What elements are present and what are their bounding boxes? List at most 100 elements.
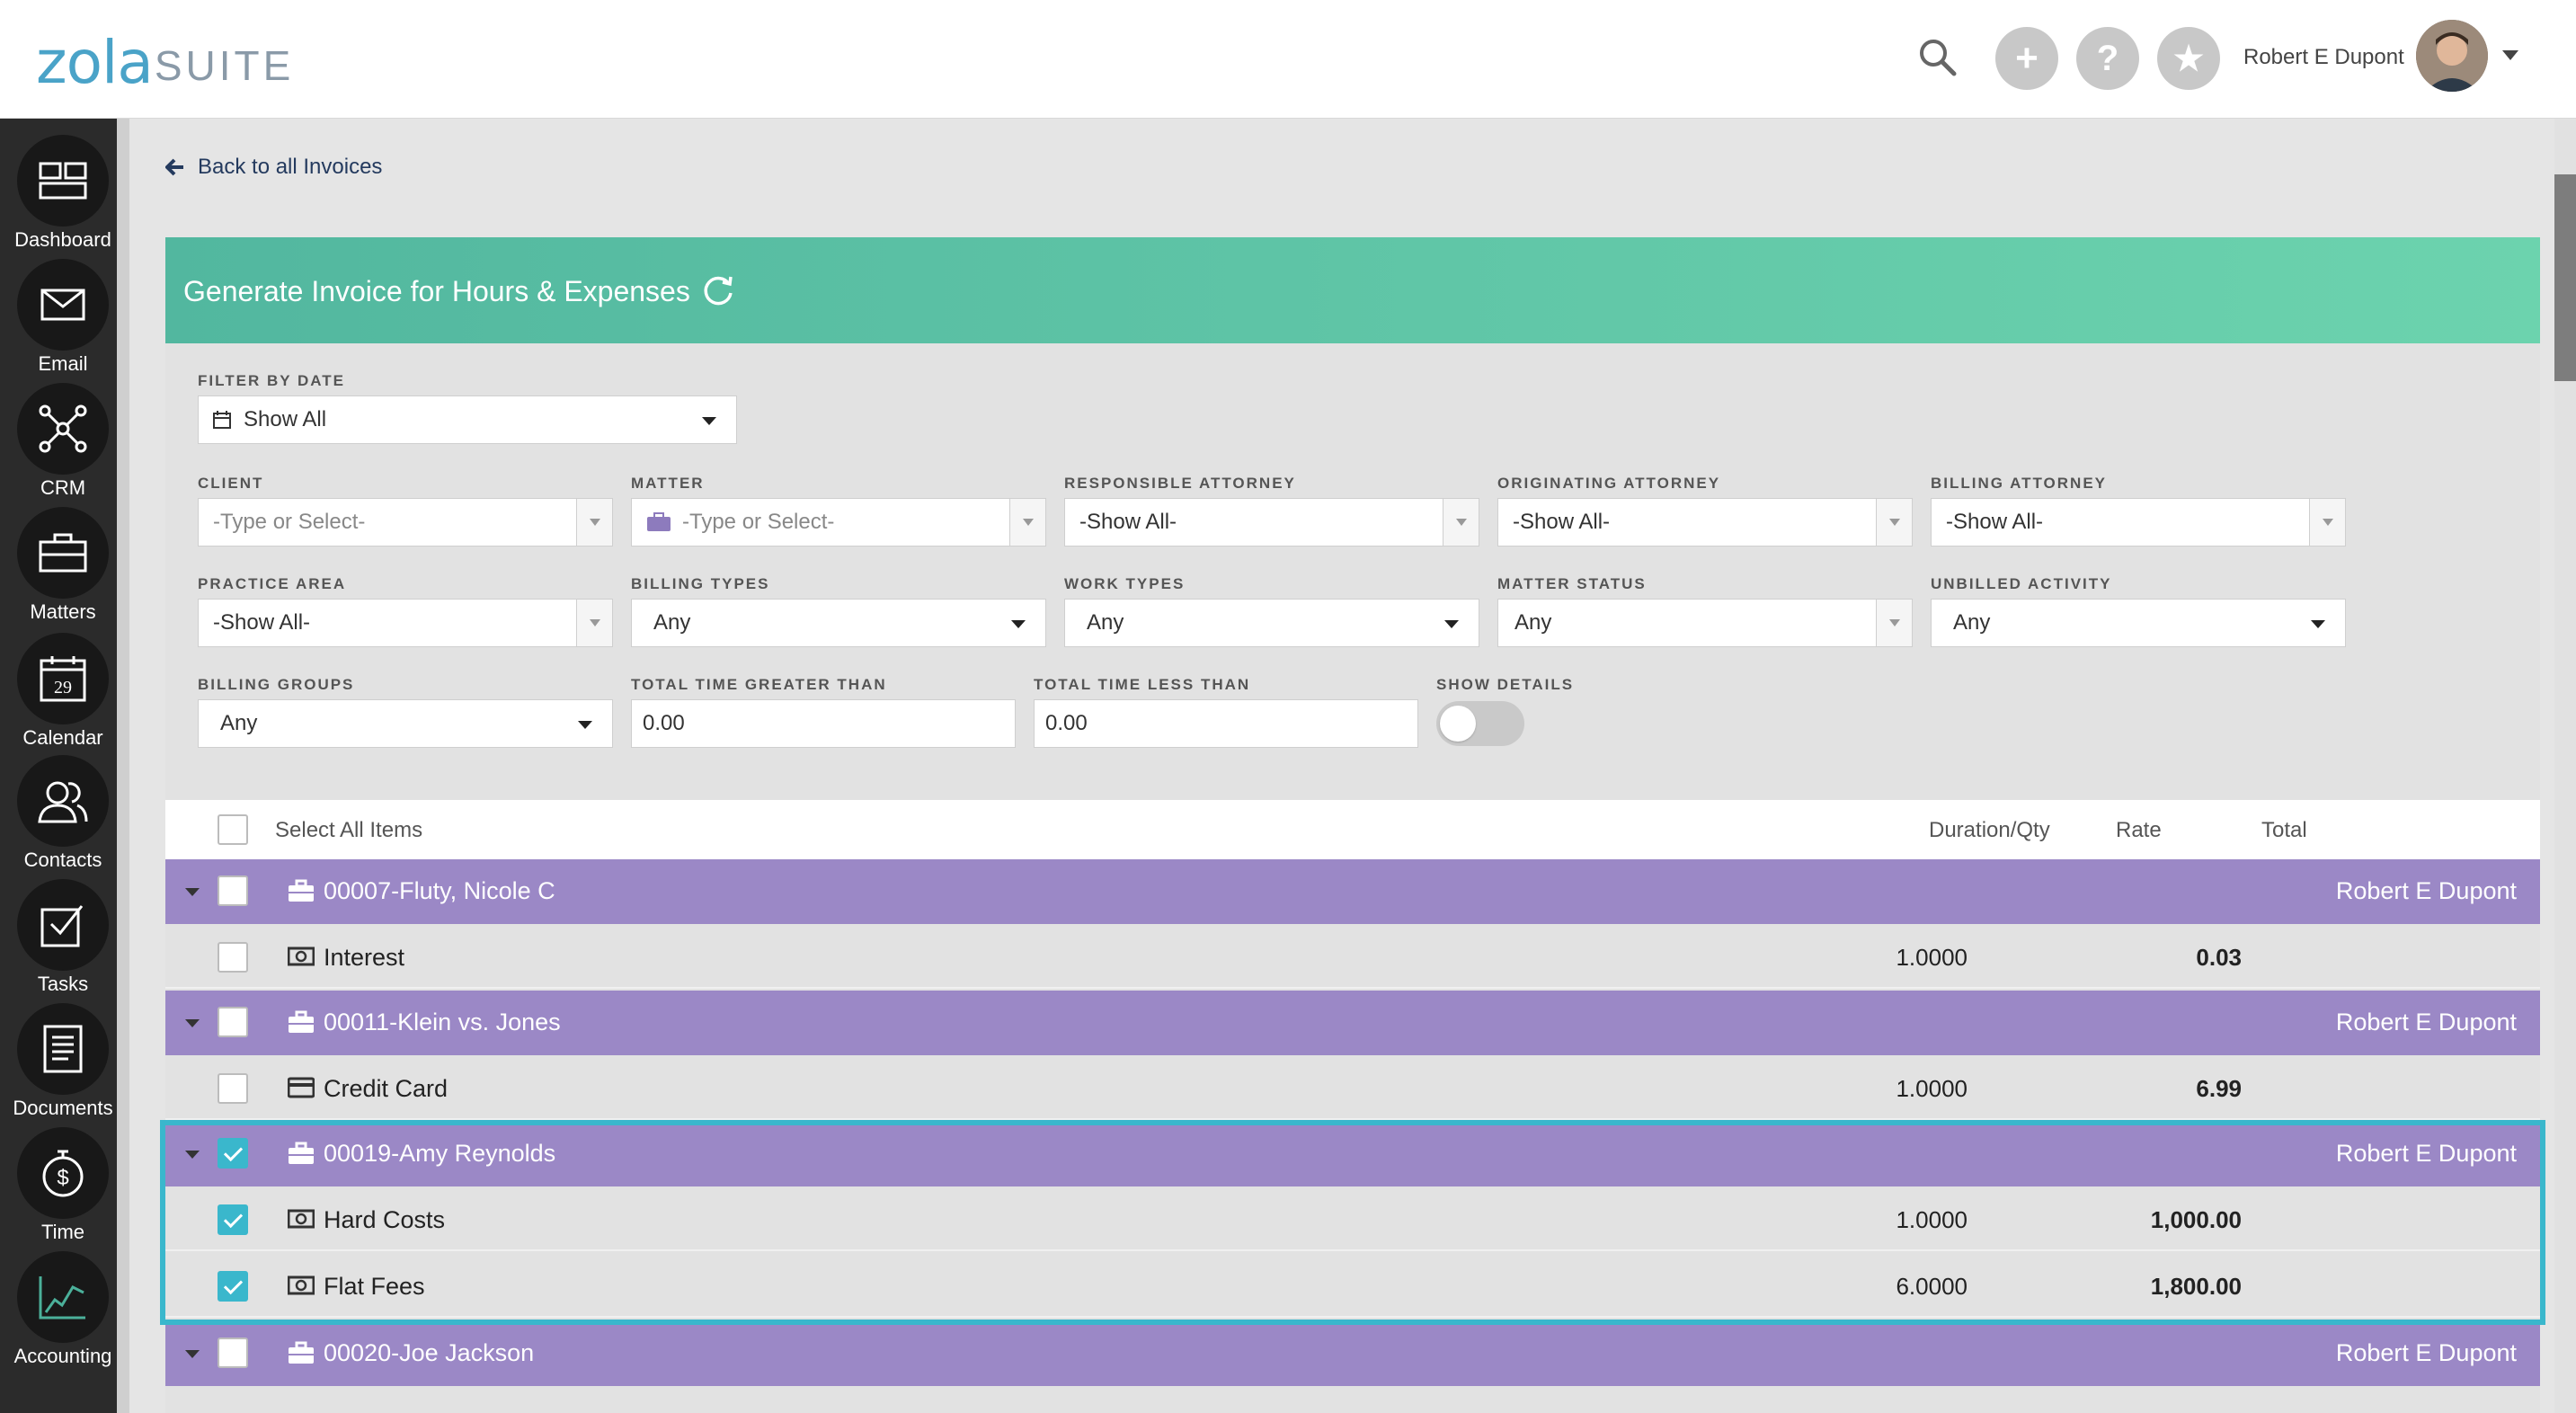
arrow-left-icon (165, 158, 183, 176)
sidebar-item-time[interactable]: $ Time (0, 1118, 126, 1243)
page-scrollbar-thumb[interactable] (2554, 174, 2576, 381)
originating-attorney-dropdown-button[interactable] (1876, 499, 1912, 546)
top-header: zola SUITE + ? ★ Robert E Dupont (0, 0, 2576, 119)
back-to-invoices-link[interactable]: Back to all Invoices (165, 155, 382, 180)
column-header-total[interactable]: Total (2261, 818, 2307, 842)
invoice-panel: Generate Invoice for Hours & Expenses FI… (165, 237, 2540, 1413)
table-row[interactable]: Interest 1.0000 0.03 (165, 924, 2540, 989)
billing-attorney-dropdown-button[interactable] (2309, 499, 2345, 546)
total-time-greater-input[interactable]: 0.00 (631, 699, 1016, 748)
item-qty: 1.0000 (1896, 1075, 1968, 1102)
item-checkbox[interactable] (218, 1073, 248, 1104)
chevron-down-icon (2311, 620, 2325, 628)
column-header-duration[interactable]: Duration/Qty (1929, 818, 2050, 842)
question-icon: ? (2096, 38, 2119, 78)
select-all-checkbox[interactable] (218, 814, 248, 845)
item-checkbox[interactable] (218, 1204, 248, 1235)
refresh-icon[interactable] (701, 273, 735, 307)
table-header: Select All Items Duration/Qty Rate Total (165, 800, 2540, 859)
user-name[interactable]: Robert E Dupont (2243, 45, 2404, 69)
group-attorney: Robert E Dupont (2335, 1339, 2517, 1366)
sidebar-item-dashboard[interactable]: Dashboard (0, 126, 126, 251)
sidebar-item-label: CRM (40, 476, 86, 499)
work-types-select[interactable]: Any (1064, 599, 1479, 647)
column-header-rate[interactable]: Rate (2116, 818, 2162, 842)
sidebar-item-crm[interactable]: CRM (0, 374, 126, 499)
add-button[interactable]: + (1995, 27, 2058, 90)
collapse-caret-icon[interactable] (185, 1019, 200, 1027)
chart-icon (17, 1251, 109, 1343)
responsible-attorney-combobox[interactable]: -Show All- (1064, 498, 1479, 547)
item-name: Credit Card (324, 1075, 449, 1102)
sidebar-item-documents[interactable]: Documents (0, 994, 126, 1119)
billing-types-label: BILLING TYPES (631, 575, 770, 592)
group-attorney: Robert E Dupont (2335, 1140, 2517, 1167)
user-menu-caret-icon[interactable] (2502, 50, 2518, 60)
item-rate: 1,000.00 (2150, 1206, 2242, 1233)
billing-groups-select[interactable]: Any (198, 699, 613, 748)
work-types-label: WORK TYPES (1064, 575, 1186, 592)
client-combobox[interactable]: -Type or Select- (198, 498, 613, 547)
avatar[interactable] (2416, 20, 2488, 92)
billing-attorney-combobox[interactable]: -Show All- (1931, 498, 2346, 547)
filter-by-date-value: Show All (244, 407, 327, 431)
unbilled-activity-label: UNBILLED ACTIVITY (1931, 575, 2112, 592)
matter-dropdown-button[interactable] (1009, 499, 1045, 546)
help-button[interactable]: ? (2076, 27, 2139, 90)
toggle-knob (1440, 706, 1476, 742)
matter-status-dropdown-button[interactable] (1876, 600, 1912, 646)
practice-area-combobox[interactable]: -Show All- (198, 599, 613, 647)
item-name: Interest (324, 944, 405, 971)
group-checkbox[interactable] (218, 1007, 248, 1037)
show-details-toggle[interactable] (1436, 701, 1524, 746)
matter-group-row[interactable]: 00007-Fluty, Nicole C Robert E Dupont (165, 859, 2540, 924)
responsible-attorney-dropdown-button[interactable] (1443, 499, 1479, 546)
filter-by-date-label: FILTER BY DATE (198, 372, 345, 389)
collapse-caret-icon[interactable] (185, 888, 200, 896)
collapse-caret-icon[interactable] (185, 1350, 200, 1358)
collapse-caret-icon[interactable] (185, 1151, 200, 1159)
sidebar: Dashboard Email CRM Matters 29 Calendar … (0, 119, 117, 1413)
practice-area-dropdown-button[interactable] (576, 600, 612, 646)
sidebar-item-tasks[interactable]: Tasks (0, 870, 126, 995)
sidebar-item-accounting[interactable]: Accounting (0, 1242, 126, 1367)
matter-group-row[interactable]: 00020-Joe Jackson Robert E Dupont (165, 1321, 2540, 1386)
matter-status-value: Any (1515, 610, 1552, 635)
search-icon[interactable] (1916, 36, 1958, 77)
client-dropdown-button[interactable] (576, 499, 612, 546)
sidebar-item-label: Email (38, 352, 88, 375)
matter-combobox[interactable]: -Type or Select- (631, 498, 1046, 547)
logo-sub-text: SUITE (154, 42, 295, 89)
table-row[interactable]: Hard Costs 1.0000 1,000.00 (165, 1186, 2540, 1251)
matter-group-row[interactable]: 00011-Klein vs. Jones Robert E Dupont (165, 991, 2540, 1055)
group-checkbox[interactable] (218, 1138, 248, 1169)
sidebar-item-matters[interactable]: Matters (0, 498, 126, 623)
item-rate: 6.99 (2196, 1075, 2242, 1102)
matter-group-row[interactable]: 00019-Amy Reynolds Robert E Dupont (165, 1122, 2540, 1186)
zolasuite-logo[interactable]: zola SUITE (36, 33, 295, 93)
filter-by-date-select[interactable]: Show All (198, 395, 737, 444)
item-checkbox[interactable] (218, 942, 248, 973)
group-checkbox[interactable] (218, 875, 248, 906)
briefcase-icon (289, 1341, 314, 1364)
sidebar-item-calendar[interactable]: 29 Calendar (0, 624, 126, 749)
unbilled-activity-select[interactable]: Any (1931, 599, 2346, 647)
item-rate: 1,800.00 (2150, 1273, 2242, 1300)
group-checkbox[interactable] (218, 1337, 248, 1368)
total-time-less-input[interactable]: 0.00 (1034, 699, 1418, 748)
sidebar-scrollbar[interactable] (117, 119, 129, 1413)
item-checkbox[interactable] (218, 1271, 248, 1302)
matter-status-label: MATTER STATUS (1497, 575, 1647, 592)
sidebar-item-email[interactable]: Email (0, 250, 126, 375)
sidebar-item-contacts[interactable]: Contacts (0, 746, 126, 871)
contacts-icon (17, 755, 109, 847)
calendar-icon: 29 (17, 633, 109, 724)
table-row[interactable]: Credit Card 1.0000 6.99 (165, 1055, 2540, 1120)
document-icon (17, 1003, 109, 1095)
originating-attorney-combobox[interactable]: -Show All- (1497, 498, 1913, 547)
matter-status-combobox[interactable]: Any (1497, 599, 1913, 647)
table-row[interactable]: Flat Fees 6.0000 1,800.00 (165, 1253, 2540, 1318)
billing-types-select[interactable]: Any (631, 599, 1046, 647)
favorites-button[interactable]: ★ (2157, 27, 2220, 90)
envelope-icon (17, 259, 109, 351)
